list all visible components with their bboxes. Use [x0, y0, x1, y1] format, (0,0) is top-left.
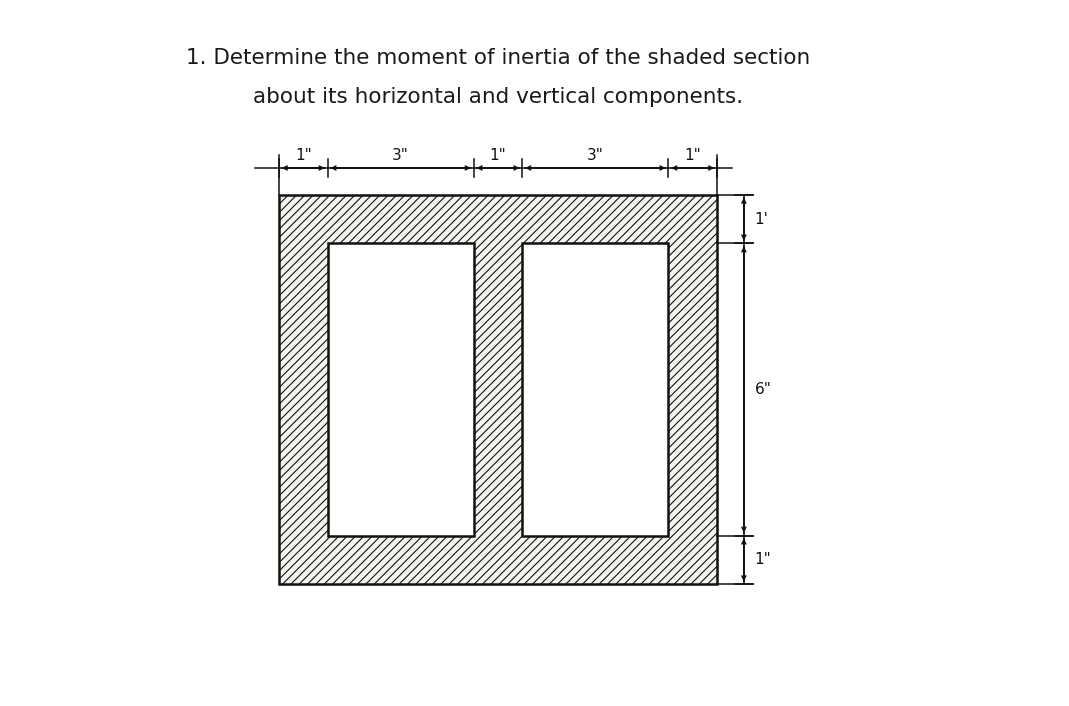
Text: 1": 1": [490, 148, 507, 163]
Text: about its horizontal and vertical components.: about its horizontal and vertical compon…: [253, 88, 743, 107]
Text: 1": 1": [295, 148, 311, 163]
Text: 3": 3": [392, 148, 409, 163]
Bar: [523, 244, 668, 536]
Text: 1': 1': [755, 212, 769, 227]
Text: 3": 3": [587, 148, 604, 163]
Text: 1": 1": [755, 552, 772, 568]
Bar: [279, 195, 717, 585]
Text: 1. Determine the moment of inertia of the shaded section: 1. Determine the moment of inertia of th…: [186, 49, 810, 68]
Bar: [327, 244, 474, 536]
Text: 6": 6": [755, 382, 772, 397]
Text: 1": 1": [684, 148, 701, 163]
